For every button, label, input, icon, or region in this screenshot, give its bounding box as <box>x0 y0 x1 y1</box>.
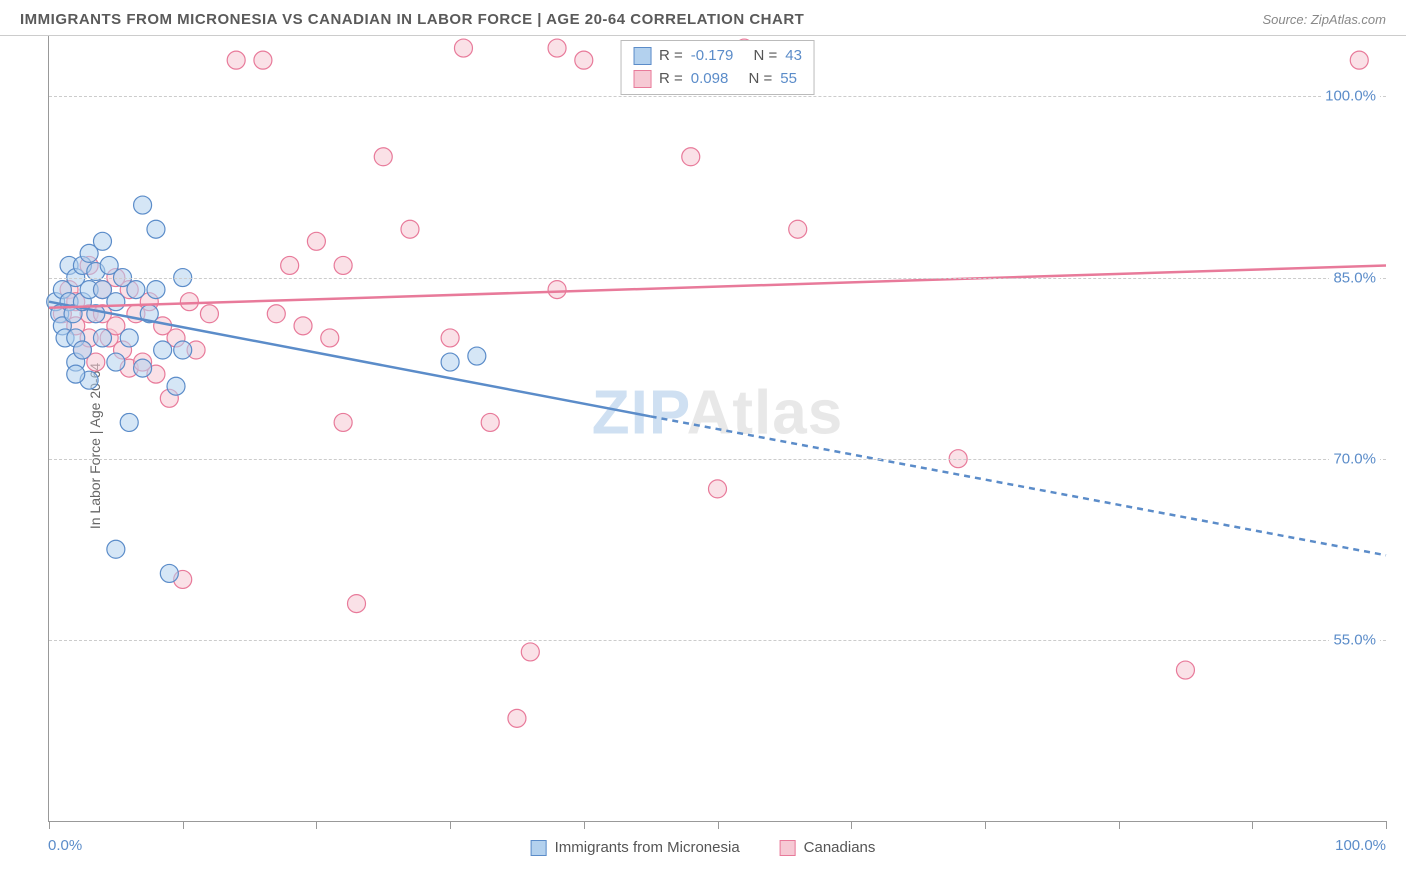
legend-bottom: Immigrants from Micronesia Canadians <box>531 839 876 856</box>
data-point <box>334 256 352 274</box>
chart-svg <box>49 36 1386 821</box>
r-value-b: 0.098 <box>691 68 729 91</box>
data-point <box>441 329 459 347</box>
stats-row-a: R = -0.179 N = 43 <box>633 45 802 68</box>
legend-item-b: Canadians <box>780 839 876 856</box>
trend-line <box>651 416 1386 555</box>
data-point <box>281 256 299 274</box>
source-label: Source: ZipAtlas.com <box>1262 12 1386 27</box>
data-point <box>120 329 138 347</box>
data-point <box>348 595 366 613</box>
data-point <box>254 51 272 69</box>
y-tick-label: 100.0% <box>1321 88 1380 105</box>
x-axis-end-label: 100.0% <box>1335 837 1386 854</box>
swatch-series-a-icon <box>531 840 547 856</box>
swatch-series-b <box>633 70 651 88</box>
data-point <box>147 281 165 299</box>
data-point <box>200 305 218 323</box>
data-point <box>127 281 145 299</box>
data-point <box>521 643 539 661</box>
data-point <box>682 148 700 166</box>
data-point <box>548 281 566 299</box>
data-point <box>441 353 459 371</box>
data-point <box>709 480 727 498</box>
data-point <box>548 39 566 57</box>
data-point <box>789 220 807 238</box>
data-point <box>93 232 111 250</box>
data-point <box>468 347 486 365</box>
n-value-b: 55 <box>780 68 797 91</box>
data-point <box>294 317 312 335</box>
data-point <box>154 341 172 359</box>
data-point <box>120 413 138 431</box>
plot-area: ZIPAtlas R = -0.179 N = 43 R = 0.098 N =… <box>48 36 1386 822</box>
data-point <box>167 377 185 395</box>
data-point <box>73 341 91 359</box>
data-point <box>321 329 339 347</box>
data-point <box>334 413 352 431</box>
trend-line <box>49 265 1386 307</box>
data-point <box>575 51 593 69</box>
stats-legend-box: R = -0.179 N = 43 R = 0.098 N = 55 <box>620 40 815 95</box>
stats-row-b: R = 0.098 N = 55 <box>633 68 802 91</box>
data-point <box>93 329 111 347</box>
data-point <box>374 148 392 166</box>
r-value-a: -0.179 <box>691 45 734 68</box>
n-value-a: 43 <box>785 45 802 68</box>
y-tick-label: 70.0% <box>1329 450 1380 467</box>
data-point <box>267 305 285 323</box>
data-point <box>1176 661 1194 679</box>
y-tick-label: 85.0% <box>1329 269 1380 286</box>
data-point <box>508 709 526 727</box>
legend-label-a: Immigrants from Micronesia <box>555 839 740 856</box>
data-point <box>160 564 178 582</box>
data-point <box>107 293 125 311</box>
data-point <box>174 341 192 359</box>
data-point <box>134 359 152 377</box>
data-point <box>67 365 85 383</box>
data-point <box>134 196 152 214</box>
x-axis-start-label: 0.0% <box>48 837 82 854</box>
data-point <box>180 293 198 311</box>
chart-header: IMMIGRANTS FROM MICRONESIA VS CANADIAN I… <box>0 0 1406 36</box>
legend-label-b: Canadians <box>804 839 876 856</box>
data-point <box>227 51 245 69</box>
data-point <box>401 220 419 238</box>
data-point <box>147 220 165 238</box>
legend-item-a: Immigrants from Micronesia <box>531 839 740 856</box>
data-point <box>481 413 499 431</box>
swatch-series-a <box>633 47 651 65</box>
data-point <box>454 39 472 57</box>
chart-title: IMMIGRANTS FROM MICRONESIA VS CANADIAN I… <box>20 11 804 28</box>
data-point <box>107 540 125 558</box>
y-tick-label: 55.0% <box>1329 631 1380 648</box>
swatch-series-b-icon <box>780 840 796 856</box>
data-point <box>307 232 325 250</box>
data-point <box>1350 51 1368 69</box>
data-point <box>107 353 125 371</box>
